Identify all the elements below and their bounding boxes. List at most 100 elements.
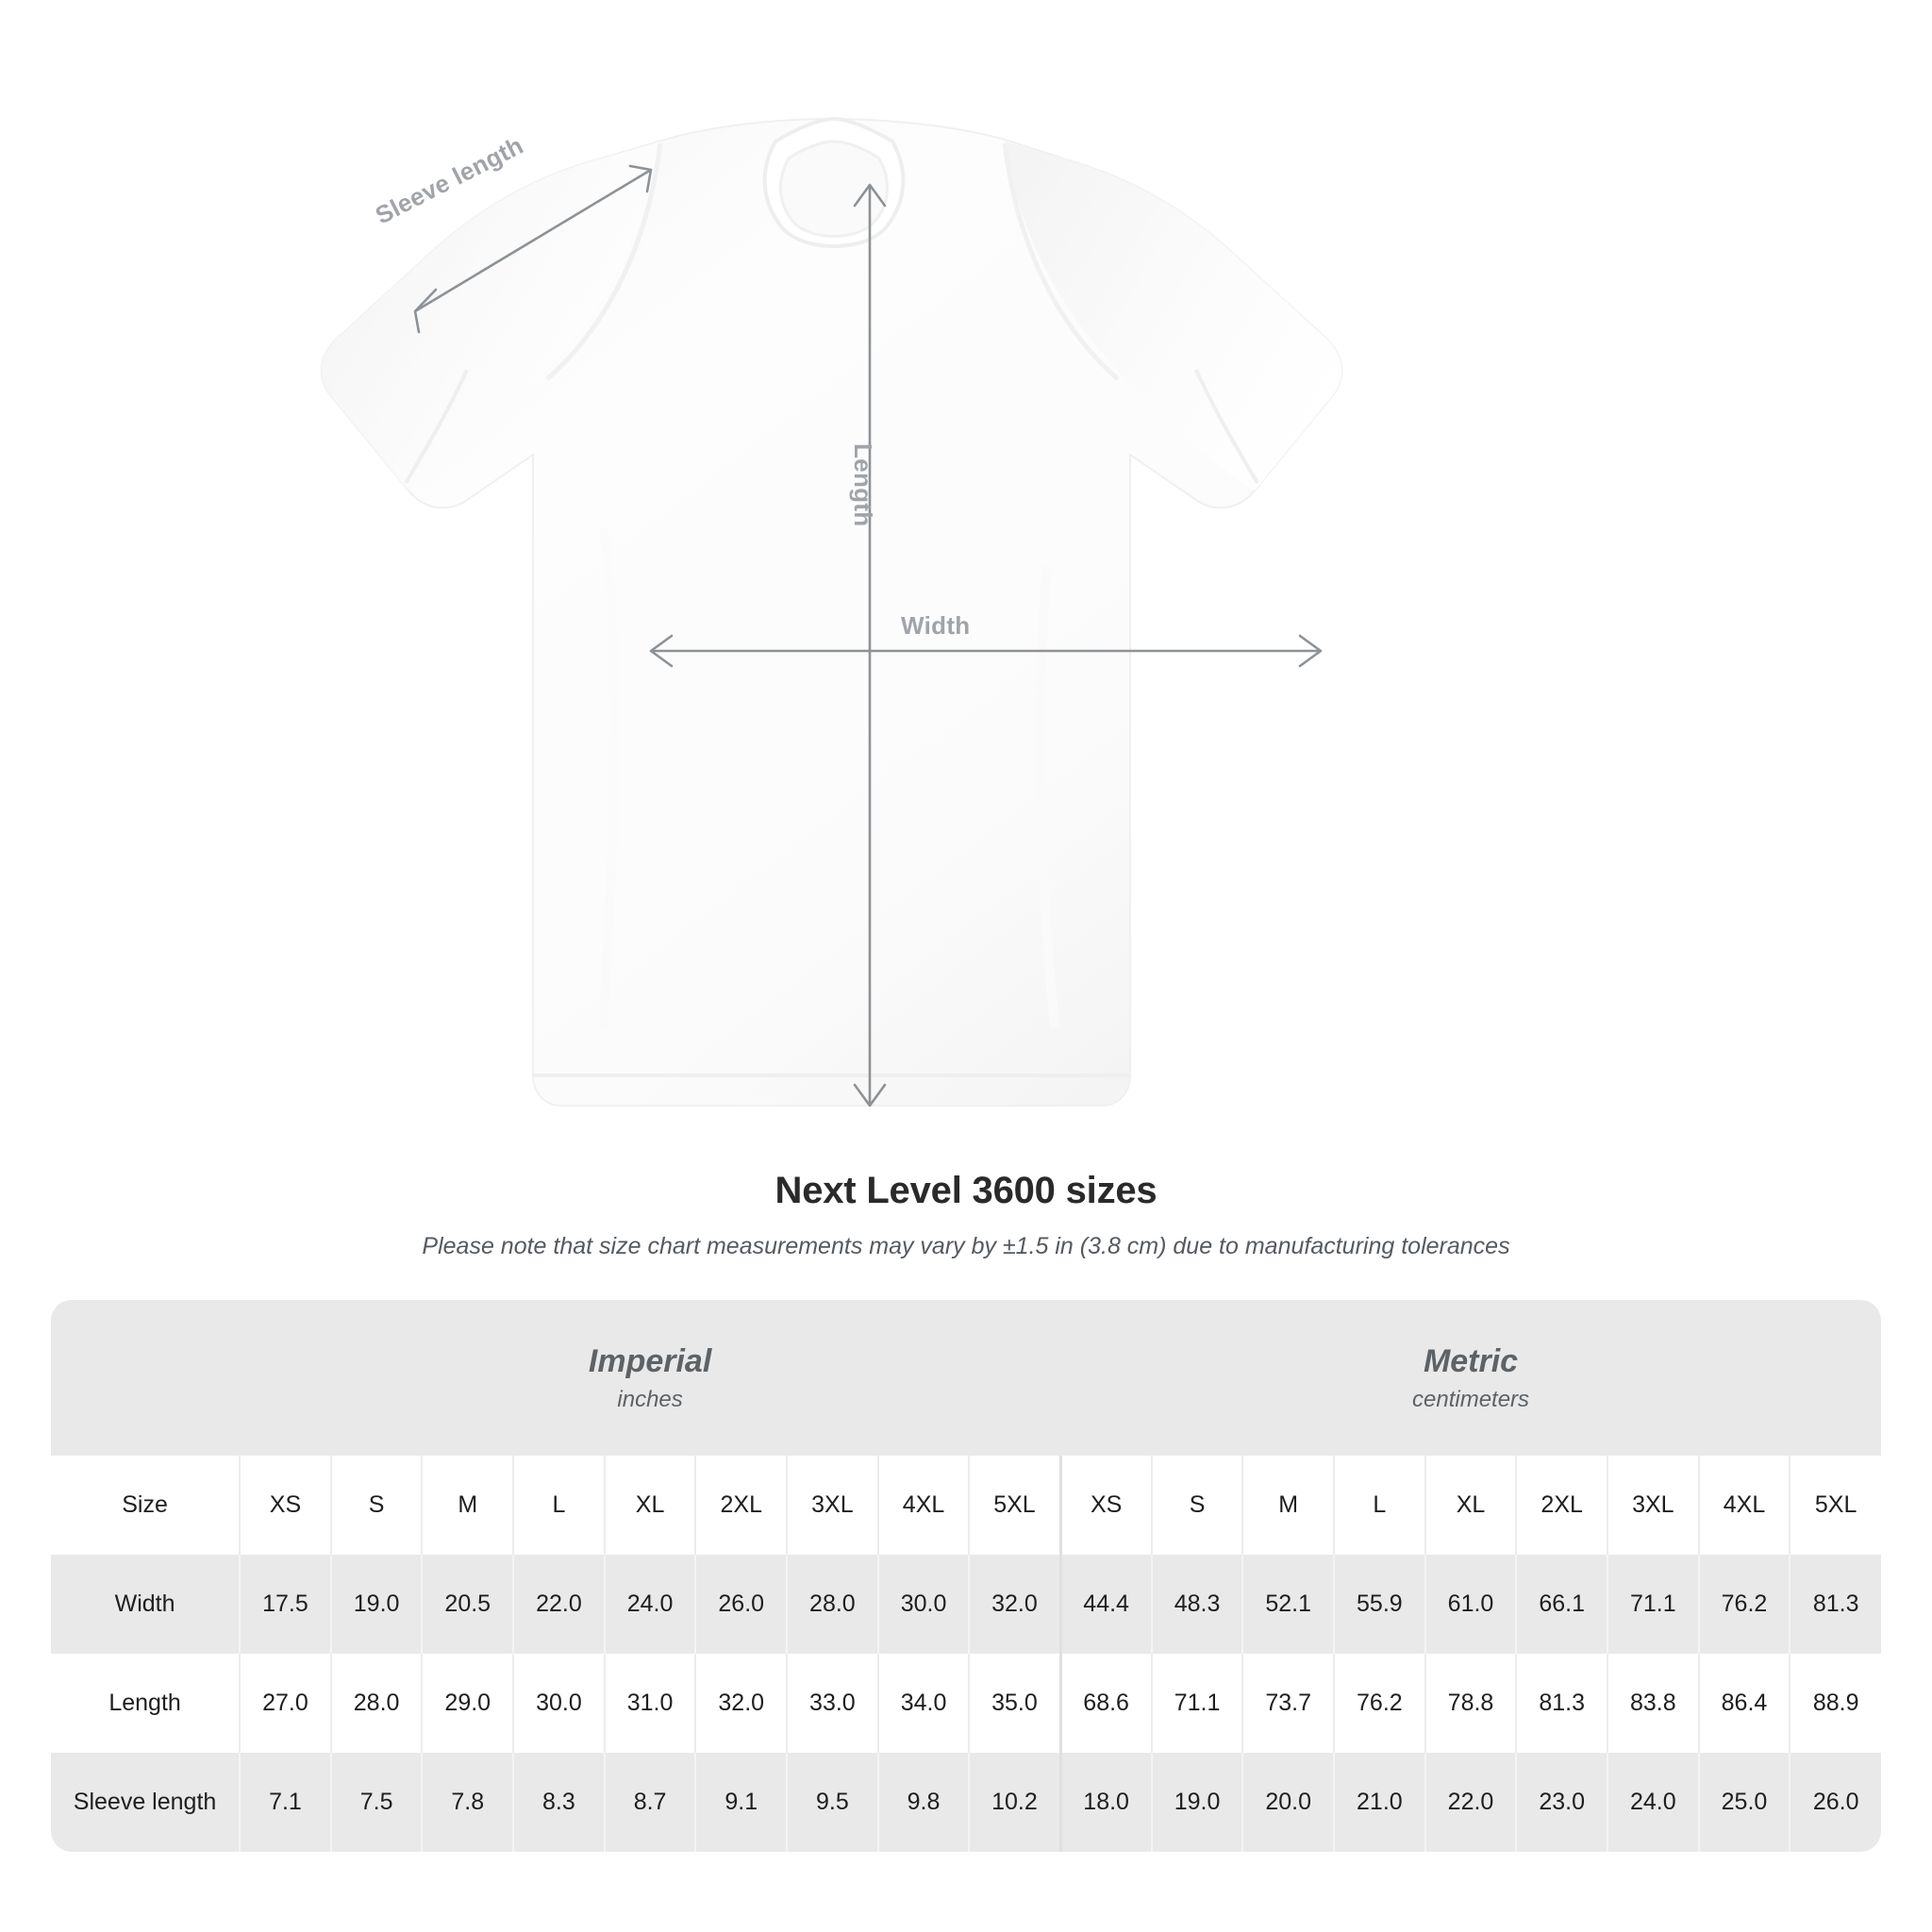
garment-diagram: Sleeve length Length Width [320,116,1343,1108]
unit-name-imperial: Imperial [588,1343,712,1380]
table-row-width: Width 17.5 19.0 20.5 22.0 24.0 26.0 28.0… [51,1555,1881,1654]
cell-length-imperial-s: 28.0 [329,1654,423,1753]
size-header-metric-xs: XS [1058,1456,1152,1555]
cell-sleeve-imperial-xs: 7.1 [239,1753,331,1852]
cell-sleeve-metric-4xl: 25.0 [1697,1753,1790,1852]
cell-width-metric-2xl: 66.1 [1515,1555,1607,1654]
measurement-arrows [413,164,1323,1108]
cell-length-imperial-xs: 27.0 [239,1654,331,1753]
table-row-length: Length 27.0 28.0 29.0 30.0 31.0 32.0 33.… [51,1654,1881,1753]
size-chart-table: Imperial inches Metric centimeters Size … [51,1300,1881,1852]
size-header-metric-xl: XL [1424,1456,1517,1555]
cell-length-imperial-xl: 31.0 [603,1654,696,1753]
cell-length-imperial-2xl: 32.0 [694,1654,788,1753]
cell-length-imperial-5xl: 35.0 [968,1654,1061,1753]
length-arrow [853,183,887,1108]
cell-width-metric-m: 52.1 [1241,1555,1335,1654]
cell-width-imperial-4xl: 30.0 [876,1555,970,1654]
tolerance-note: Please note that size chart measurements… [422,1233,1510,1259]
size-header-imperial-xl: XL [603,1456,696,1555]
size-header-label: Size [51,1456,241,1555]
size-header-metric-l: L [1333,1456,1425,1555]
cell-sleeve-imperial-l: 8.3 [512,1753,605,1852]
size-header-metric-2xl: 2XL [1515,1456,1607,1555]
unit-sub-imperial: inches [617,1386,683,1412]
cell-sleeve-imperial-3xl: 9.5 [786,1753,878,1852]
size-header-imperial-5xl: 5XL [968,1456,1061,1555]
table-row-sleeve-length: Sleeve length 7.1 7.5 7.8 8.3 8.7 9.1 9.… [51,1753,1881,1852]
length-label: Length [849,443,877,527]
cell-width-imperial-s: 19.0 [329,1555,423,1654]
cell-width-imperial-l: 22.0 [512,1555,605,1654]
size-header-imperial-4xl: 4XL [876,1456,970,1555]
cell-width-metric-4xl: 76.2 [1697,1555,1790,1654]
unit-header-imperial: Imperial inches [240,1300,1061,1456]
row-label-length: Length [51,1654,241,1753]
size-header-imperial-m: M [421,1456,514,1555]
cell-length-metric-2xl: 81.3 [1515,1654,1607,1753]
row-label-sleeve-length: Sleeve length [51,1753,241,1852]
cell-width-metric-5xl: 81.3 [1789,1555,1881,1654]
page-title: Next Level 3600 sizes [774,1170,1158,1211]
cell-length-metric-5xl: 88.9 [1789,1654,1881,1753]
size-header-metric-5xl: 5XL [1789,1456,1881,1555]
cell-width-metric-xl: 61.0 [1424,1555,1517,1654]
size-chart-table-wrapper: Imperial inches Metric centimeters Size … [51,1300,1881,1852]
cell-sleeve-metric-xs: 18.0 [1058,1753,1152,1852]
size-header-imperial-3xl: 3XL [786,1456,878,1555]
size-header-imperial-s: S [329,1456,423,1555]
cell-sleeve-imperial-xl: 8.7 [603,1753,696,1852]
tshirt-silhouette [320,116,1343,1107]
width-arrow [649,634,1323,668]
cell-sleeve-imperial-m: 7.8 [421,1753,514,1852]
cell-sleeve-metric-5xl: 26.0 [1789,1753,1881,1852]
cell-sleeve-imperial-2xl: 9.1 [694,1753,788,1852]
cell-width-imperial-m: 20.5 [421,1555,514,1654]
unit-header-metric: Metric centimeters [1060,1300,1881,1456]
cell-width-metric-3xl: 71.1 [1607,1555,1699,1654]
cell-sleeve-metric-3xl: 24.0 [1607,1753,1699,1852]
size-header-imperial-2xl: 2XL [694,1456,788,1555]
cell-sleeve-metric-s: 19.0 [1150,1753,1243,1852]
width-label: Width [901,611,971,640]
size-header-imperial-xs: XS [239,1456,331,1555]
unit-sub-metric: centimeters [1412,1386,1530,1412]
size-header-metric-3xl: 3XL [1607,1456,1699,1555]
cell-length-metric-m: 73.7 [1241,1654,1335,1753]
cell-length-metric-l: 76.2 [1333,1654,1425,1753]
sleeve-arrow [413,164,653,334]
cell-sleeve-imperial-s: 7.5 [329,1753,423,1852]
size-header-metric-4xl: 4XL [1697,1456,1790,1555]
cell-length-imperial-m: 29.0 [421,1654,514,1753]
cell-sleeve-imperial-5xl: 10.2 [968,1753,1061,1852]
cell-width-imperial-xs: 17.5 [239,1555,331,1654]
cell-width-imperial-5xl: 32.0 [968,1555,1061,1654]
cell-width-imperial-3xl: 28.0 [786,1555,878,1654]
size-header-metric-m: M [1241,1456,1335,1555]
cell-length-imperial-4xl: 34.0 [876,1654,970,1753]
cell-length-imperial-l: 30.0 [512,1654,605,1753]
unit-name-metric: Metric [1423,1343,1519,1380]
size-header-imperial-l: L [512,1456,605,1555]
cell-length-metric-s: 71.1 [1150,1654,1243,1753]
cell-sleeve-metric-2xl: 23.0 [1515,1753,1607,1852]
cell-width-metric-xs: 44.4 [1058,1555,1152,1654]
row-label-width: Width [51,1555,241,1654]
cell-width-imperial-xl: 24.0 [603,1555,696,1654]
tshirt-illustration [320,116,1343,1108]
unit-header-spacer [51,1300,241,1456]
size-header-metric-s: S [1150,1456,1243,1555]
title-block: Next Level 3600 sizes Please note that s… [0,1170,1932,1260]
cell-length-imperial-3xl: 33.0 [786,1654,878,1753]
cell-sleeve-metric-l: 21.0 [1333,1753,1425,1852]
cell-width-metric-s: 48.3 [1150,1555,1243,1654]
cell-width-imperial-2xl: 26.0 [694,1555,788,1654]
cell-length-metric-xs: 68.6 [1058,1654,1152,1753]
cell-width-metric-l: 55.9 [1333,1555,1425,1654]
cell-length-metric-3xl: 83.8 [1607,1654,1699,1753]
cell-sleeve-metric-m: 20.0 [1241,1753,1335,1852]
cell-sleeve-metric-xl: 22.0 [1424,1753,1517,1852]
cell-length-metric-xl: 78.8 [1424,1654,1517,1753]
cell-sleeve-imperial-4xl: 9.8 [876,1753,970,1852]
